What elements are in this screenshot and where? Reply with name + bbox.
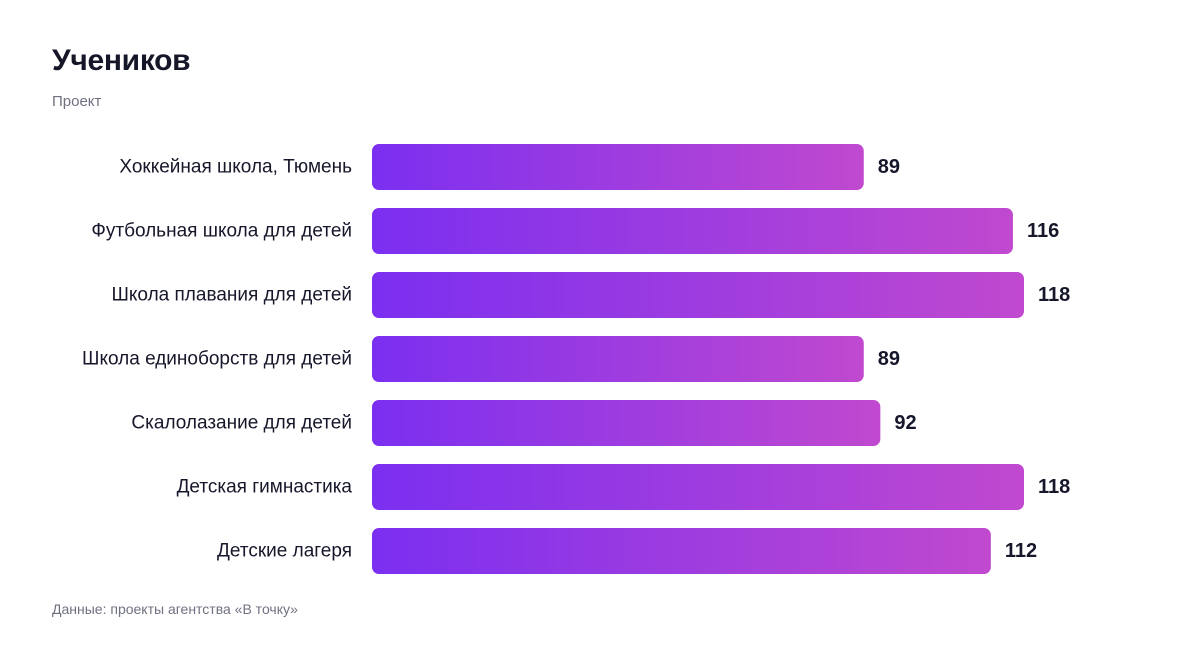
chart-subtitle: Проект xyxy=(52,93,102,110)
category-label: Футбольная школа для детей xyxy=(91,221,352,242)
category-label: Детские лагеря xyxy=(217,541,352,562)
category-label: Скалолазание для детей xyxy=(131,413,352,434)
value-label: 92 xyxy=(894,412,916,434)
value-label: 116 xyxy=(1027,220,1059,242)
bar xyxy=(372,464,1024,510)
bars-group: Хоккейная школа, Тюмень 89 Футбольная школ… xyxy=(82,144,1070,574)
value-label: 89 xyxy=(878,156,900,178)
bar xyxy=(372,336,864,382)
bar xyxy=(372,208,1013,254)
bar xyxy=(372,144,864,190)
bar xyxy=(372,272,1024,318)
category-label: Хоккейная школа, Тюмень xyxy=(119,157,352,178)
category-label: Школа единоборств для детей xyxy=(82,349,352,370)
bar xyxy=(372,528,991,574)
bar xyxy=(372,400,881,446)
value-label: 118 xyxy=(1038,476,1070,498)
source-note: Данные: проекты агентства «В точку» xyxy=(52,601,298,617)
value-label: 89 xyxy=(878,348,900,370)
chart-title: Учеников xyxy=(52,44,191,77)
value-label: 112 xyxy=(1005,540,1037,562)
value-label: 118 xyxy=(1038,284,1070,306)
category-label: Школа плавания для детей xyxy=(111,285,352,306)
category-label: Детская гимнастика xyxy=(177,477,353,498)
